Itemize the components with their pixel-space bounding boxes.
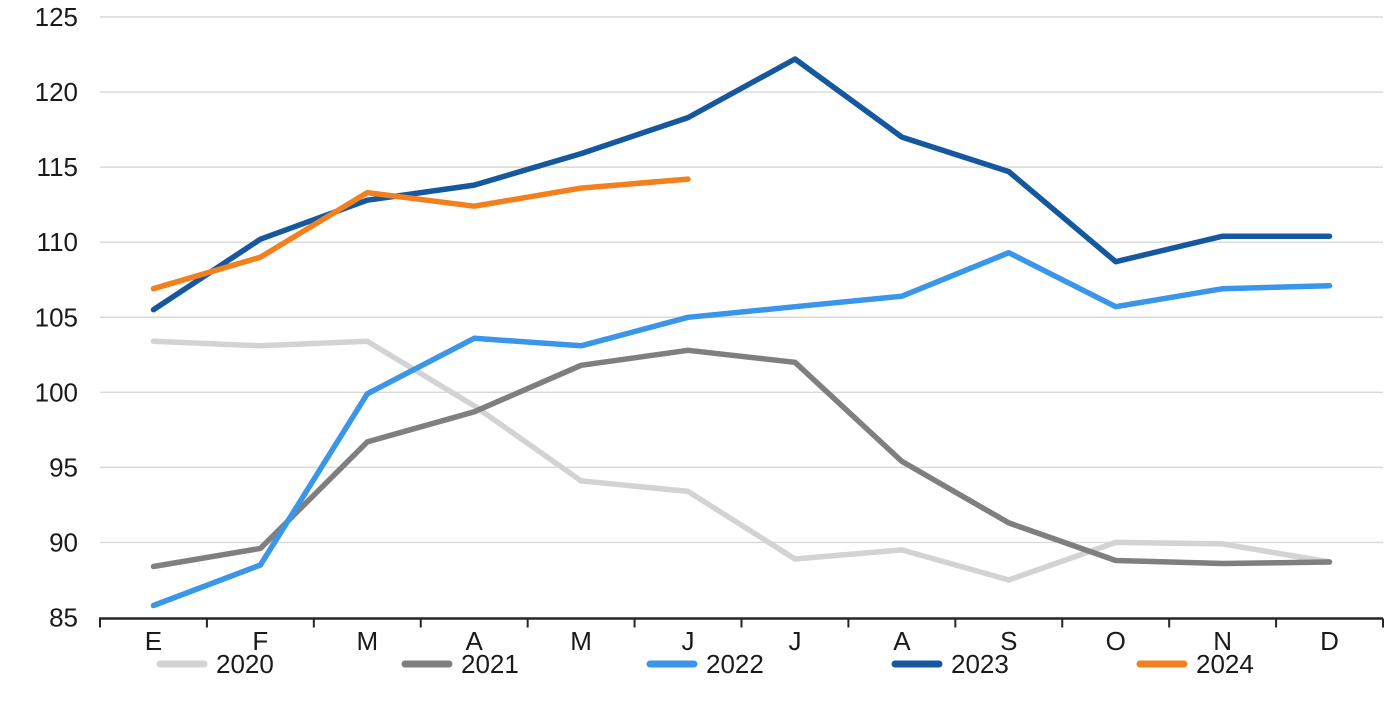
x-axis-label: O	[1106, 626, 1126, 656]
series-2023	[150, 56, 1333, 313]
series-line-2023	[150, 56, 1333, 313]
legend-item-2020: 2020	[156, 649, 274, 679]
series-2022	[150, 249, 1333, 609]
series-line-2022	[150, 249, 1333, 609]
y-axis-label: 90	[49, 527, 78, 557]
y-axis-label: 115	[37, 152, 78, 182]
y-axis-label: 105	[35, 302, 78, 332]
x-axis-label: A	[893, 626, 911, 656]
x-axis-label: J	[682, 626, 695, 656]
x-axis-label: N	[1213, 626, 1232, 656]
x-axis-label: M	[570, 626, 592, 656]
y-axis-label: 85	[49, 603, 78, 633]
x-axis	[99, 617, 1384, 628]
y-axis-label: 125	[35, 2, 78, 32]
y-axis-label: 120	[35, 77, 78, 107]
x-axis-label: F	[252, 626, 268, 656]
x-axis-label: D	[1320, 626, 1339, 656]
legend-label-2020: 2020	[216, 649, 274, 679]
series-2024	[150, 176, 691, 292]
y-axis-label: 110	[37, 227, 78, 257]
x-axis-label: S	[1000, 626, 1017, 656]
x-axis-label: E	[145, 626, 162, 656]
gridlines	[100, 16, 1383, 544]
legend-label-2022: 2022	[706, 649, 764, 679]
legend: 2020 2021 2022 2023 2024	[156, 649, 1254, 679]
legend-label-2024: 2024	[1196, 649, 1254, 679]
y-axis-label: 95	[49, 452, 78, 482]
y-axis-labels: 85 90 95 100 105 110 115 120 125	[35, 2, 78, 633]
legend-item-2024: 2024	[1136, 649, 1254, 679]
legend-item-2023: 2023	[891, 649, 1009, 679]
series-line-2021	[150, 347, 1333, 570]
series-line-2020	[150, 338, 1333, 583]
series-2020	[150, 338, 1333, 583]
legend-item-2021: 2021	[401, 649, 519, 679]
legend-item-2022: 2022	[646, 649, 764, 679]
x-axis-label: J	[788, 626, 801, 656]
x-axis-label: A	[466, 626, 484, 656]
legend-label-2023: 2023	[951, 649, 1009, 679]
series-line-2024	[150, 176, 691, 292]
x-axis-label: M	[356, 626, 378, 656]
legend-label-2021: 2021	[461, 649, 519, 679]
series-2021	[150, 347, 1333, 570]
y-axis-label: 100	[35, 377, 78, 407]
